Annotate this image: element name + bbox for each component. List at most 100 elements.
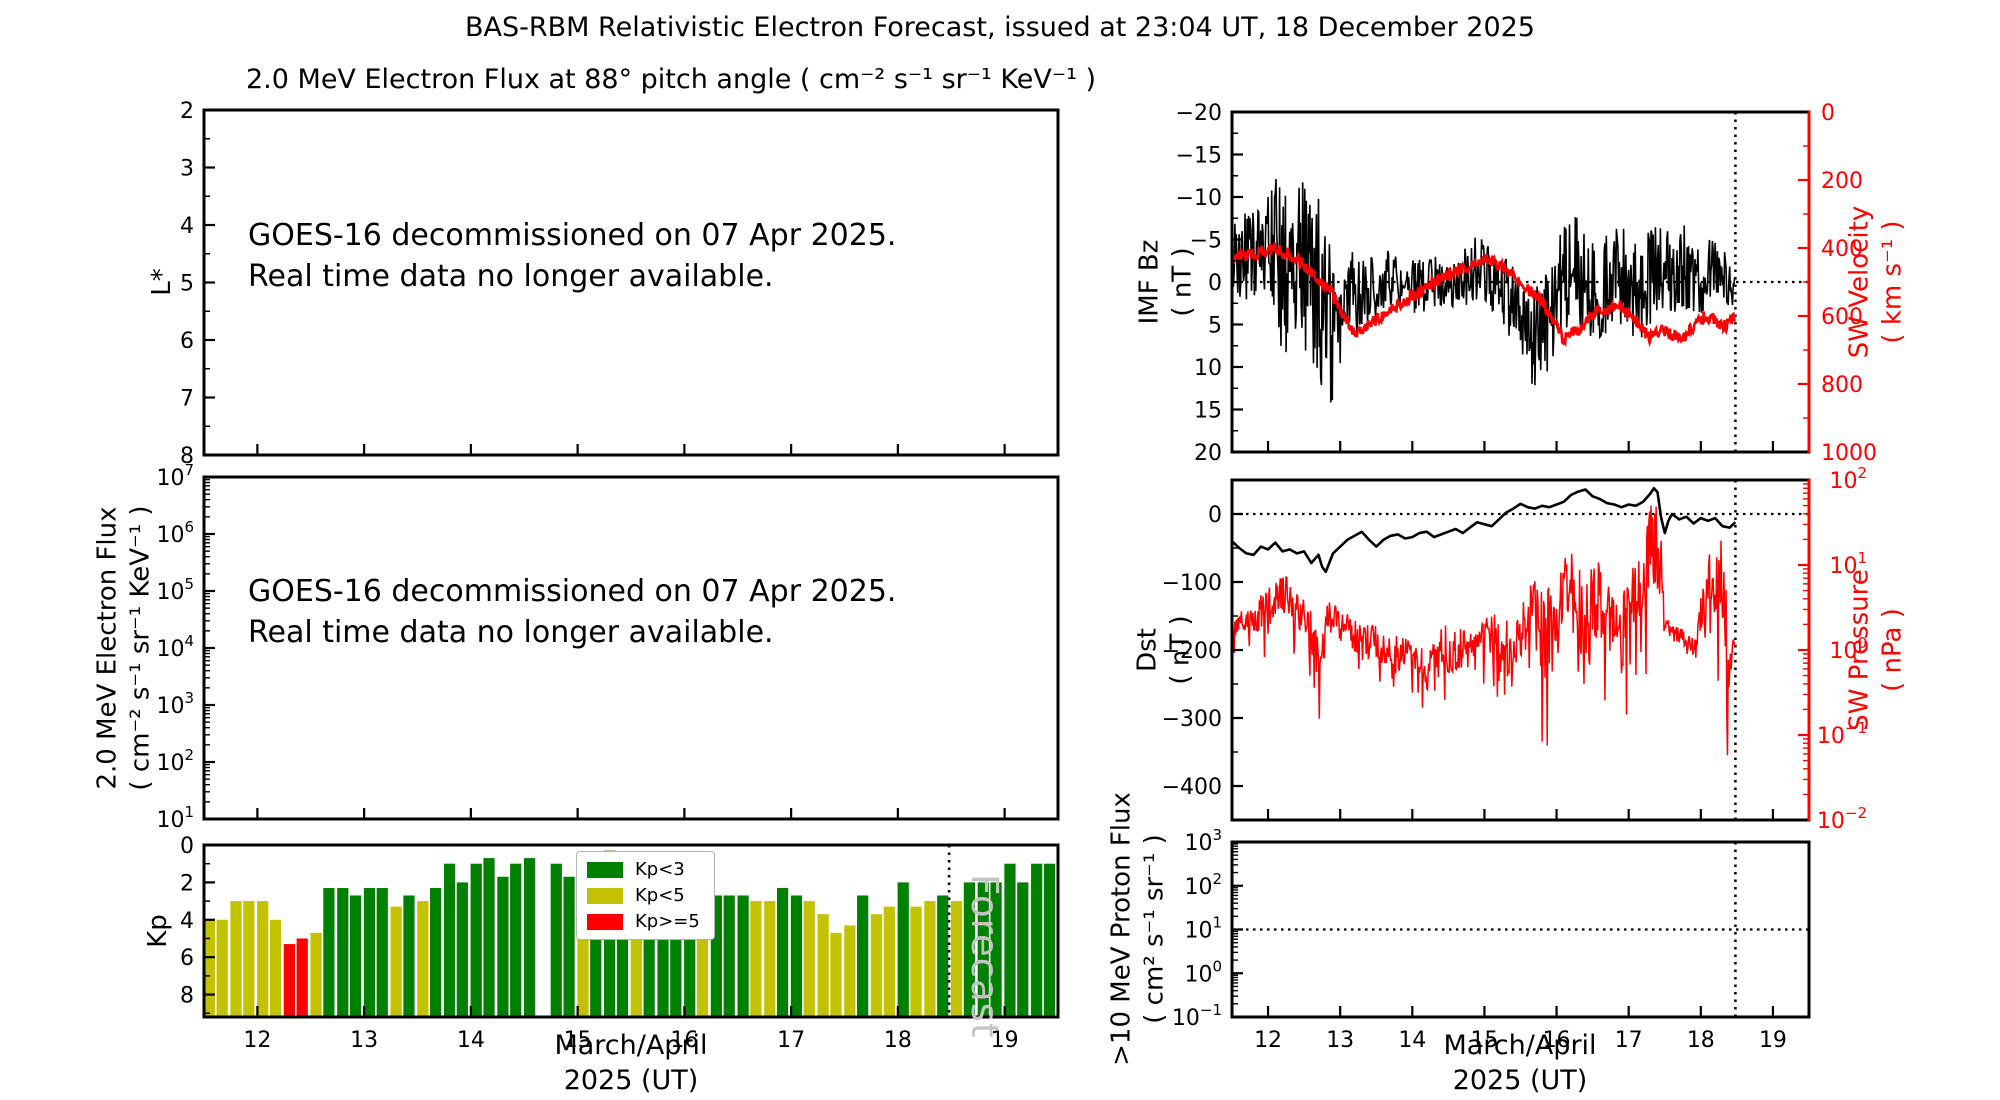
svg-text:103: 103	[156, 689, 194, 719]
kp-bar	[803, 901, 815, 1017]
legend-swatch-green	[587, 861, 623, 878]
svg-text:101: 101	[1184, 914, 1222, 944]
svg-text:5: 5	[180, 272, 194, 297]
kp-bar	[349, 895, 362, 1017]
kp-bar	[924, 901, 936, 1017]
kp-bar	[790, 895, 803, 1017]
legend-item-kp-ge5: Kp>=5	[587, 911, 700, 932]
kp-bar	[830, 932, 842, 1017]
svg-text:6: 6	[180, 946, 194, 971]
legend-item-kp-lt3: Kp<3	[587, 859, 700, 880]
svg-text:16: 16	[1543, 1028, 1571, 1053]
svg-text:18: 18	[884, 1028, 912, 1053]
svg-text:200: 200	[1821, 169, 1863, 194]
svg-text:14: 14	[457, 1028, 485, 1053]
svg-text:12: 12	[1254, 1028, 1282, 1053]
kp-bar	[897, 882, 909, 1017]
svg-text:600: 600	[1821, 305, 1863, 330]
svg-text:102: 102	[156, 746, 194, 776]
kp-bar	[363, 888, 376, 1017]
kp-bar	[870, 914, 883, 1017]
svg-text:16: 16	[670, 1028, 698, 1053]
kp-bar	[630, 901, 642, 1017]
svg-text:4: 4	[180, 909, 194, 934]
svg-text:4: 4	[180, 214, 194, 239]
svg-text:18: 18	[1687, 1028, 1715, 1053]
figure-title: BAS-RBM Relativistic Electron Forecast, …	[465, 12, 1535, 43]
kp-bar	[950, 901, 963, 1017]
kp-bar	[977, 882, 989, 1017]
kp-bar	[310, 932, 322, 1017]
kp-bar	[470, 863, 482, 1017]
kp-bar	[844, 925, 856, 1017]
kp-bar	[230, 901, 242, 1017]
svg-text:−10: −10	[1176, 186, 1222, 211]
kp-legend: Kp<3 Kp<5 Kp>=5	[576, 851, 715, 940]
kp-bar	[883, 906, 895, 1017]
svg-text:2: 2	[180, 99, 194, 124]
svg-text:14: 14	[1398, 1028, 1426, 1053]
kp-bar	[776, 888, 789, 1017]
goes-notice-line1: GOES-16 decommissioned on 07 Apr 2025.	[248, 574, 897, 609]
svg-text:−100: −100	[1162, 571, 1222, 596]
goes-notice-line2: Real time data no longer available.	[248, 258, 774, 294]
svg-text:102: 102	[1829, 464, 1867, 494]
goes-notice-lstar: GOES-16 decommissioned on 07 Apr 2025. R…	[248, 216, 896, 298]
svg-text:−5: −5	[1190, 229, 1222, 254]
kp-bar	[430, 888, 442, 1017]
kp-bar	[910, 906, 922, 1017]
kp-bar	[403, 895, 415, 1017]
svg-text:20: 20	[1194, 441, 1222, 466]
kp-bar	[643, 888, 655, 1017]
kp-bar	[1004, 863, 1016, 1017]
legend-swatch-yellow	[587, 887, 623, 904]
legend-swatch-red	[587, 913, 623, 930]
imf-bz-axis-label: IMF Bz ( nT )	[1134, 239, 1198, 325]
kp-bar	[510, 863, 522, 1017]
svg-text:10−1: 10−1	[1172, 1001, 1222, 1031]
kp-bar	[296, 938, 308, 1017]
svg-text:103: 103	[1184, 826, 1222, 856]
svg-text:10−2: 10−2	[1817, 804, 1867, 834]
kp-bar	[323, 888, 335, 1017]
svg-text:19: 19	[991, 1028, 1019, 1053]
left-column-title: 2.0 MeV Electron Flux at 88° pitch angle…	[246, 64, 1097, 95]
svg-text:0: 0	[1821, 101, 1835, 126]
kp-bar	[1043, 863, 1056, 1017]
kp-bar	[443, 863, 456, 1017]
kp-bar	[1031, 863, 1043, 1017]
legend-item-kp-lt5: Kp<5	[587, 885, 700, 906]
kp-bar	[696, 906, 709, 1017]
kp-bar	[937, 895, 949, 1017]
svg-text:104: 104	[156, 632, 194, 662]
kp-bar	[563, 876, 575, 1017]
kp-bar	[203, 919, 215, 1017]
electron-flux-axis-label: 2.0 MeV Electron Flux ( cm⁻² s⁻¹ sr⁻¹ Ke…	[92, 505, 156, 791]
svg-text:15: 15	[1470, 1028, 1498, 1053]
dst-axis-label: Dst ( nT )	[1132, 615, 1196, 685]
kp-axis-label: Kp	[142, 914, 173, 948]
kp-bar	[483, 858, 495, 1017]
svg-text:13: 13	[350, 1028, 378, 1053]
svg-text:106: 106	[156, 518, 194, 548]
kp-bar	[417, 901, 429, 1017]
kp-bar	[657, 882, 669, 1017]
kp-bar	[283, 944, 296, 1017]
kp-bar	[390, 906, 402, 1017]
kp-bar	[737, 895, 749, 1017]
proton-flux-axis-label: >10 MeV Proton Flux ( cm² s⁻¹ sr⁻¹ )	[1106, 792, 1170, 1066]
svg-text:−15: −15	[1176, 144, 1222, 169]
svg-text:0: 0	[180, 834, 194, 859]
lstar-axis-label: L*	[146, 268, 177, 296]
svg-text:0: 0	[1208, 503, 1222, 528]
svg-text:100: 100	[1184, 957, 1222, 987]
kp-bar	[456, 882, 468, 1017]
kp-bar	[710, 895, 723, 1017]
kp-bar	[337, 888, 349, 1017]
svg-text:15: 15	[1194, 399, 1222, 424]
svg-text:101: 101	[156, 803, 194, 833]
svg-text:3: 3	[180, 157, 194, 182]
kp-bar	[857, 895, 869, 1017]
